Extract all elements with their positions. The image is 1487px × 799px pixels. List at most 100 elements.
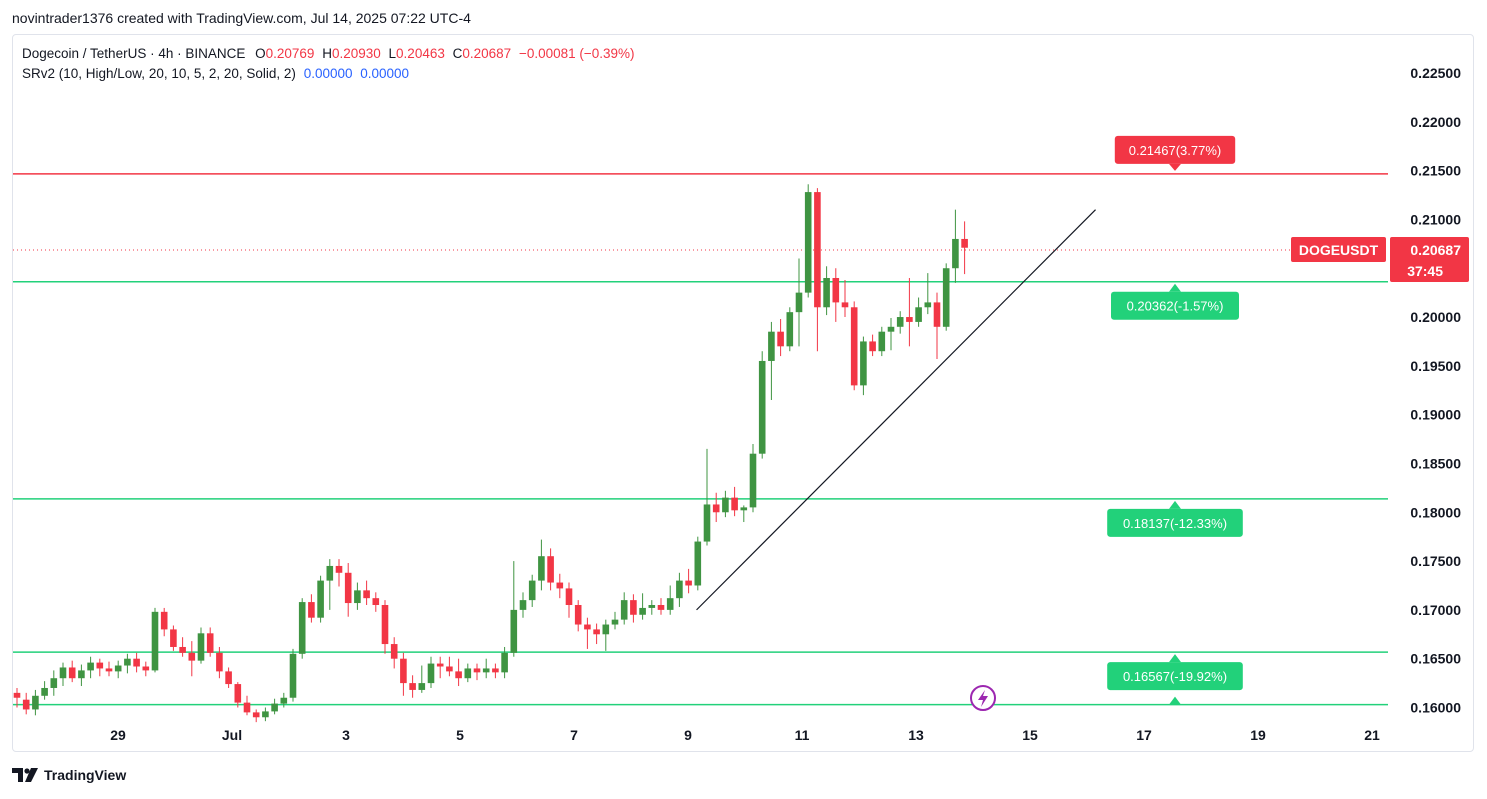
candle[interactable] [354, 582, 361, 610]
candle[interactable] [676, 572, 683, 607]
candle[interactable] [519, 592, 527, 618]
candle[interactable] [528, 574, 536, 607]
candle[interactable] [381, 600, 389, 654]
candle[interactable] [197, 627, 205, 664]
candle[interactable] [372, 592, 380, 612]
candle[interactable] [740, 505, 748, 523]
candle[interactable] [252, 709, 260, 723]
candle[interactable] [685, 568, 692, 594]
candle[interactable] [308, 594, 315, 623]
candle[interactable] [758, 351, 766, 459]
chart-pane[interactable] [12, 34, 1474, 752]
candle[interactable] [68, 660, 76, 683]
candle[interactable] [510, 561, 518, 657]
candle[interactable] [298, 598, 306, 659]
candle[interactable] [225, 667, 232, 688]
candle[interactable] [170, 625, 177, 651]
candle[interactable] [50, 670, 58, 696]
candle[interactable] [409, 675, 416, 698]
candle[interactable] [436, 656, 444, 679]
candle[interactable] [712, 492, 720, 523]
candle[interactable] [620, 592, 628, 625]
candle[interactable] [32, 689, 39, 716]
candle[interactable] [593, 623, 600, 645]
candle[interactable] [59, 662, 67, 687]
candle[interactable] [574, 600, 582, 632]
symbol-badge[interactable]: DOGEUSDT [1291, 236, 1386, 262]
candle[interactable] [234, 682, 242, 708]
candle[interactable] [151, 607, 159, 673]
candle[interactable] [142, 661, 150, 677]
candle[interactable] [878, 326, 886, 357]
candle[interactable] [961, 221, 968, 275]
candle[interactable] [538, 539, 545, 591]
candle[interactable] [556, 573, 564, 599]
candle[interactable] [262, 707, 269, 722]
candle[interactable] [133, 652, 140, 673]
candle[interactable] [952, 209, 959, 283]
candle[interactable] [942, 263, 950, 331]
candle[interactable] [473, 663, 481, 681]
candle[interactable] [657, 598, 665, 615]
candle[interactable] [179, 637, 186, 657]
candle[interactable] [427, 656, 435, 688]
candle[interactable] [565, 582, 573, 618]
candle[interactable] [492, 663, 499, 679]
candle[interactable] [841, 279, 849, 318]
candle[interactable] [814, 188, 821, 352]
candle[interactable] [335, 559, 343, 587]
candle[interactable] [722, 490, 729, 518]
candle[interactable] [547, 548, 554, 591]
candle[interactable] [87, 656, 94, 679]
candle[interactable] [464, 663, 472, 683]
candle[interactable] [41, 681, 48, 700]
candle[interactable] [795, 258, 803, 347]
candle[interactable] [22, 692, 30, 715]
candle[interactable] [639, 593, 646, 620]
candle[interactable] [363, 580, 370, 606]
candle[interactable] [114, 660, 122, 679]
candle[interactable] [933, 292, 941, 360]
candle[interactable] [206, 627, 214, 657]
candle[interactable] [731, 486, 738, 517]
candle[interactable] [869, 334, 876, 357]
candle[interactable] [271, 698, 278, 715]
candle[interactable] [400, 652, 407, 696]
candle[interactable] [344, 563, 352, 617]
candle[interactable] [860, 336, 867, 396]
candle[interactable] [666, 585, 674, 615]
trendline[interactable] [696, 209, 1096, 611]
candle[interactable] [418, 665, 426, 693]
candle[interactable] [501, 646, 508, 679]
candle[interactable] [188, 641, 196, 677]
candle[interactable] [768, 321, 775, 401]
candle[interactable] [584, 617, 591, 649]
candle[interactable] [648, 600, 656, 615]
candle[interactable] [390, 637, 398, 669]
lightning-icon[interactable] [970, 685, 996, 711]
candle[interactable] [906, 277, 913, 347]
candle[interactable] [823, 266, 830, 316]
candle[interactable] [160, 607, 168, 637]
candle[interactable] [13, 687, 21, 708]
candle[interactable] [482, 658, 490, 679]
candle[interactable] [289, 648, 297, 702]
candle[interactable] [786, 307, 794, 352]
candle[interactable] [124, 653, 131, 674]
candle[interactable] [630, 594, 637, 623]
candle[interactable] [703, 448, 711, 546]
candle[interactable] [96, 658, 104, 677]
candle[interactable] [280, 692, 288, 708]
candle[interactable] [804, 184, 812, 298]
indicator-row[interactable]: SRv2 (10, High/Low, 20, 10, 5, 2, 20, So… [22, 64, 635, 84]
candle[interactable] [326, 559, 334, 610]
candle[interactable] [749, 443, 757, 513]
candle[interactable] [915, 297, 922, 327]
candle[interactable] [602, 619, 610, 651]
candle[interactable] [455, 658, 462, 687]
candle[interactable] [887, 318, 895, 351]
candle[interactable] [446, 656, 453, 677]
candle[interactable] [896, 311, 904, 334]
candle[interactable] [832, 268, 840, 322]
